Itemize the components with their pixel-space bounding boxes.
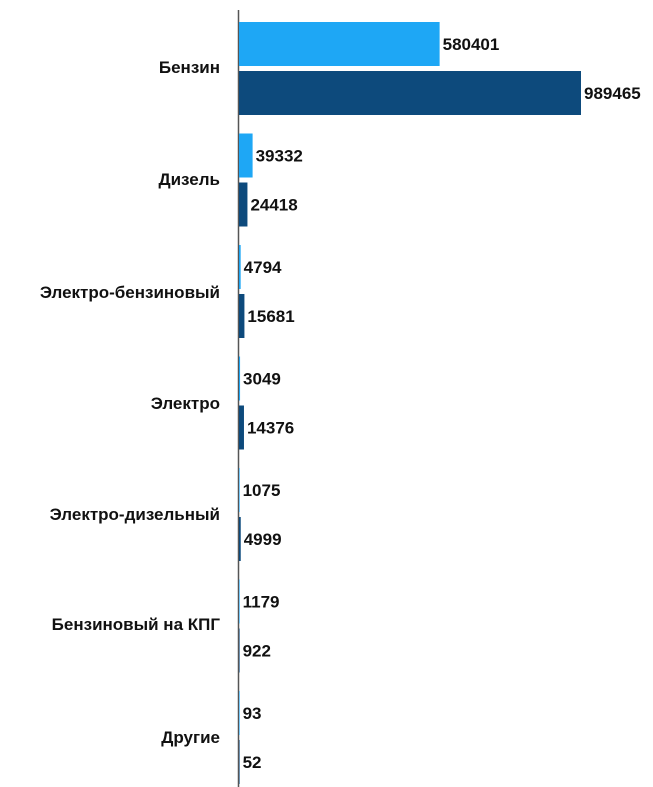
category-label-benzinovyi-na-kpg: Бензиновый на КПГ [52, 615, 221, 634]
value-label-dark-6: 52 [243, 753, 262, 772]
value-label-dark-5: 922 [243, 642, 271, 661]
value-label-dark-1: 24418 [250, 196, 297, 215]
bar-dark-0 [239, 71, 581, 115]
bar-light-6 [239, 691, 240, 735]
category-label-drugie: Другие [161, 728, 220, 747]
category-label-benzin: Бензин [159, 58, 220, 77]
category-label-elektro: Электро [151, 394, 220, 413]
value-label-light-2: 4794 [244, 258, 282, 277]
value-label-light-0: 580401 [443, 35, 500, 54]
category-label-elektro-benzinovyi: Электро-бензиновый [40, 283, 220, 302]
value-label-dark-4: 4999 [244, 530, 282, 549]
bar-dark-2 [239, 294, 245, 338]
value-label-light-6: 93 [243, 704, 262, 723]
category-label-elektro-dizelnyi: Электро-дизельный [50, 505, 220, 524]
bar-dark-4 [239, 517, 241, 561]
bar-light-5 [239, 579, 240, 624]
bar-dark-5 [239, 628, 240, 673]
bar-light-4 [239, 468, 240, 512]
bars-group [239, 22, 581, 784]
bar-light-3 [239, 356, 241, 401]
value-label-dark-0: 989465 [584, 84, 641, 103]
bar-light-1 [239, 133, 253, 178]
value-label-dark-3: 14376 [247, 419, 294, 438]
bar-light-0 [239, 22, 440, 66]
category-label-dizel: Дизель [159, 170, 221, 189]
bar-dark-6 [239, 740, 240, 784]
bar-dark-3 [239, 405, 244, 450]
value-label-light-3: 3049 [243, 370, 281, 389]
value-labels-group: 580401 989465 39332 24418 4794 15681 3049 14376… [243, 35, 641, 772]
value-label-light-4: 1075 [243, 481, 281, 500]
bar-light-2 [239, 245, 241, 289]
value-label-light-5: 1179 [243, 593, 280, 612]
value-label-dark-2: 15681 [247, 307, 294, 326]
bar-dark-1 [239, 182, 248, 227]
value-label-light-1: 39332 [256, 147, 303, 166]
